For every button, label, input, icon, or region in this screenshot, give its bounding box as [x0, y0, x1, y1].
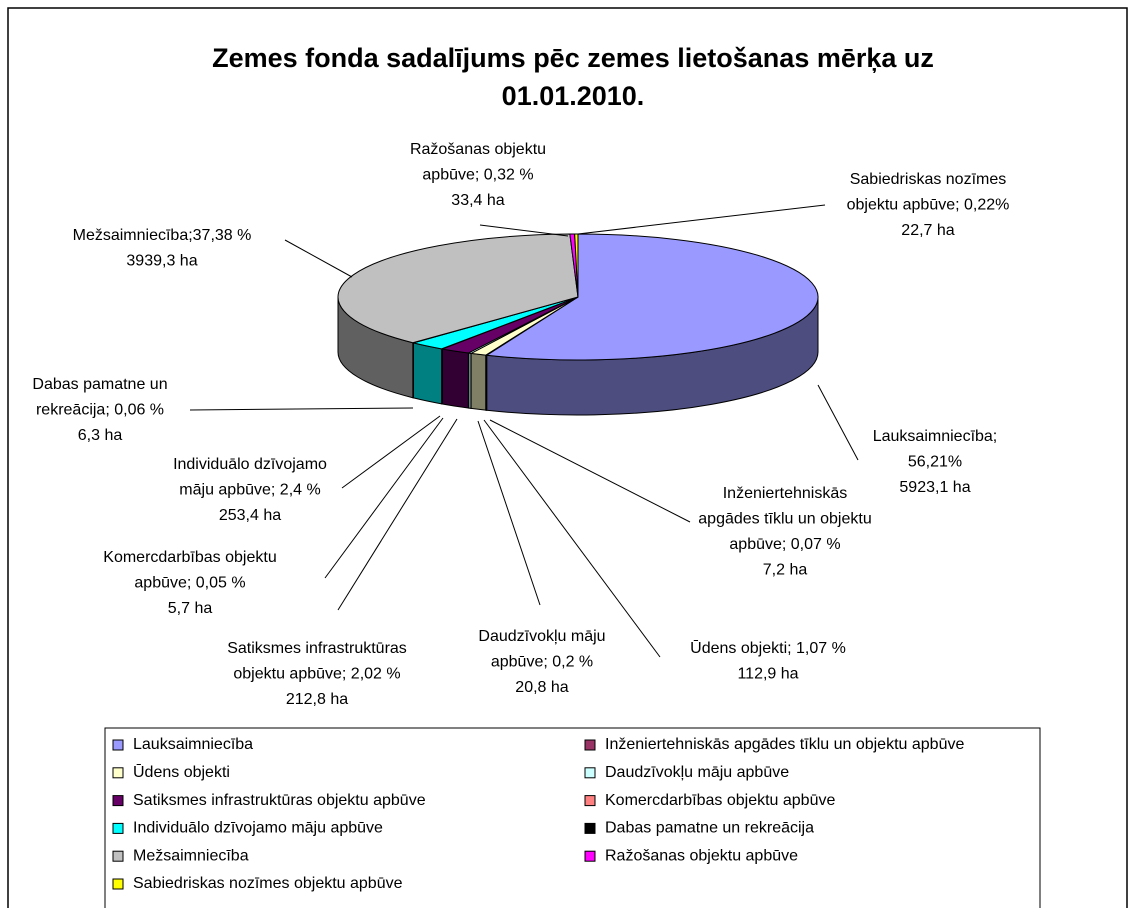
legend-swatch	[112, 878, 124, 890]
data-label: 112,9 ha	[737, 666, 798, 683]
data-label: Mežsaimniecība;37,38 %	[73, 227, 252, 244]
legend-swatch	[584, 822, 596, 834]
data-label: objektu apbūve; 2,02 %	[233, 666, 400, 683]
legend-label: Ražošanas objektu apbūve	[605, 847, 798, 864]
legend-label: Dabas pamatne un rekreācija	[605, 820, 814, 837]
slice-side	[441, 348, 469, 409]
data-label: apbūve; 0,05 %	[134, 575, 245, 592]
data-label: 33,4 ha	[451, 192, 504, 209]
chart-title: Zemes fonda sadalījums pēc zemes lietoša…	[212, 43, 934, 73]
data-label: rekreācija; 0,06 %	[36, 402, 164, 419]
leader-line	[479, 224, 569, 237]
chart-border	[7, 7, 1128, 908]
data-label: apbūve; 0,2 %	[491, 654, 593, 671]
leader-line	[489, 419, 691, 523]
slice-side	[470, 352, 487, 411]
chart-title: 01.01.2010.	[502, 81, 645, 111]
data-label: Ūdens objekti; 1,07 %	[690, 639, 846, 657]
legend-box	[104, 727, 1041, 908]
slice	[485, 233, 819, 361]
data-label: 7,2 ha	[763, 562, 808, 579]
data-label: 5923,1 ha	[899, 479, 970, 496]
legend-label: Komercdarbības objektu apbūve	[605, 792, 835, 809]
leader-line	[817, 384, 859, 461]
data-label: 20,8 ha	[515, 679, 568, 696]
data-label: Individuālo dzīvojamo	[173, 456, 327, 473]
data-label: Lauksaimniecība;	[873, 428, 998, 445]
legend-label: Daudzīvokļu māju apbūve	[605, 764, 789, 781]
leader-line	[577, 204, 826, 235]
legend-swatch	[584, 767, 596, 779]
leader-line	[189, 407, 414, 411]
slice	[574, 233, 579, 298]
data-label: 3939,3 ha	[126, 253, 197, 270]
data-label: māju apbūve; 2,4 %	[179, 482, 320, 499]
data-label: Ražošanas objektu	[410, 141, 546, 158]
data-label: 5,7 ha	[168, 600, 213, 617]
data-label: Dabas pamatne un	[32, 376, 167, 393]
legend-label: Satiksmes infrastruktūras objektu apbūve	[133, 792, 426, 809]
legend-label: Sabiedriskas nozīmes objektu apbūve	[133, 875, 403, 892]
leader-line	[341, 415, 441, 489]
leader-line	[324, 417, 444, 579]
data-label: Satiksmes infrastruktūras	[227, 640, 407, 657]
data-label: 212,8 ha	[286, 691, 348, 708]
data-label: Sabiedriskas nozīmes	[850, 171, 1007, 188]
leader-line	[483, 419, 661, 658]
data-label: 6,3 ha	[78, 427, 123, 444]
leader-line	[284, 239, 353, 278]
legend-swatch	[112, 739, 124, 751]
legend-label: Mežsaimniecība	[133, 847, 249, 864]
legend-label: Individuālo dzīvojamo māju apbūve	[133, 820, 383, 837]
legend-swatch	[112, 767, 124, 779]
data-label: Komercdarbības objektu	[103, 549, 276, 566]
data-label: apbūve; 0,32 %	[422, 167, 533, 184]
leader-line	[337, 418, 458, 611]
legend-swatch	[584, 850, 596, 862]
slice-side	[412, 342, 443, 405]
legend-swatch	[584, 739, 596, 751]
data-label: 56,21%	[908, 454, 962, 471]
data-label: objektu apbūve; 0,22%	[847, 197, 1010, 214]
data-label: apgādes tīklu un objektu	[698, 511, 871, 528]
data-label: Daudzīvokļu māju	[478, 628, 605, 645]
data-label: apbūve; 0,07 %	[729, 536, 840, 553]
legend-swatch	[112, 850, 124, 862]
data-label: Inženiertehniskās	[723, 485, 848, 502]
leader-line	[477, 420, 541, 606]
data-label: 22,7 ha	[901, 222, 954, 239]
legend-swatch	[584, 795, 596, 807]
slice	[337, 233, 579, 344]
legend-label: Lauksaimniecība	[133, 736, 253, 753]
data-label: 253,4 ha	[219, 507, 281, 524]
legend-swatch	[112, 822, 124, 834]
legend-label: Ūdens objekti	[133, 763, 230, 781]
legend-swatch	[112, 795, 124, 807]
legend-label: Inženiertehniskās apgādes tīklu un objek…	[605, 736, 964, 753]
